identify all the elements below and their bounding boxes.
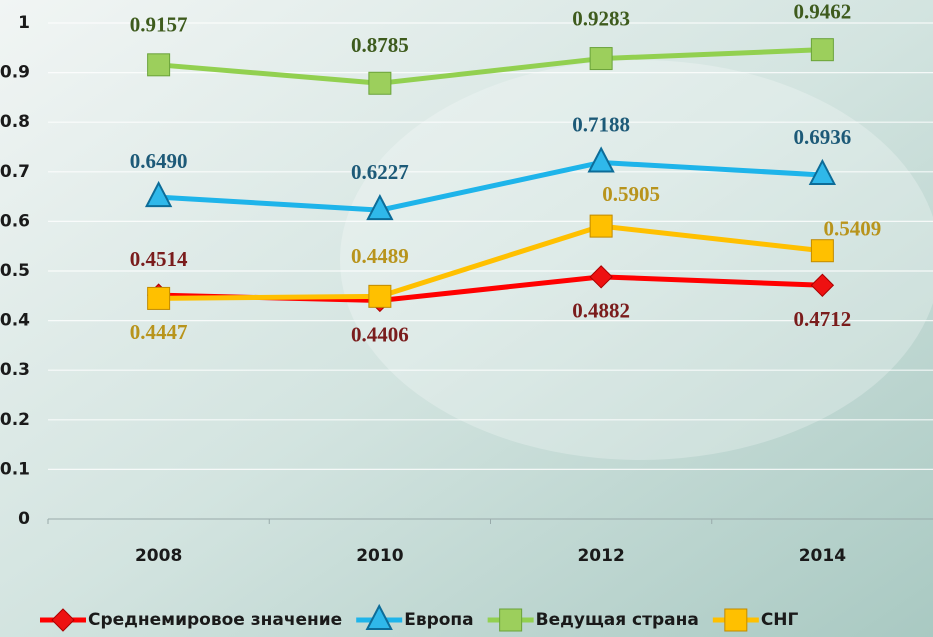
marker xyxy=(589,47,613,71)
series-line xyxy=(158,47,823,86)
series-line xyxy=(158,159,823,213)
value-label: 0.9283 xyxy=(572,6,630,30)
x-tick-label: 2014 xyxy=(799,546,846,566)
legend-marker xyxy=(724,608,748,632)
value-label: 0.9157 xyxy=(130,13,188,37)
y-tick-label: 0 xyxy=(18,509,30,529)
y-tick-label: 0.5 xyxy=(0,261,30,281)
background-shape xyxy=(340,60,933,460)
x-tick-label: 2012 xyxy=(577,546,624,566)
y-tick-label: 0.9 xyxy=(0,63,30,83)
marker xyxy=(368,71,392,95)
value-label: 0.6490 xyxy=(130,149,188,173)
y-tick-label: 0.6 xyxy=(0,211,30,231)
value-label: 0.4712 xyxy=(794,307,852,331)
y-tick-label: 0.7 xyxy=(0,162,30,182)
marker xyxy=(810,239,834,263)
x-tick-label: 2010 xyxy=(356,546,403,566)
value-label: 0.4447 xyxy=(130,320,188,344)
y-tick-label: 0.4 xyxy=(0,311,30,331)
x-tick-label: 2008 xyxy=(135,546,182,566)
value-label: 0.9462 xyxy=(794,0,852,23)
marker xyxy=(147,286,171,310)
marker xyxy=(147,53,171,77)
marker xyxy=(589,214,613,238)
y-tick-label: 1 xyxy=(18,13,30,33)
marker xyxy=(587,146,615,173)
value-label: 0.5905 xyxy=(602,182,660,206)
marker xyxy=(144,180,173,208)
y-tick-label: 0.8 xyxy=(0,112,30,132)
legend-label: Европа xyxy=(404,610,473,630)
legend-marker xyxy=(51,608,75,632)
y-tick-label: 0.3 xyxy=(0,360,30,380)
legend-marker xyxy=(499,608,523,632)
marker xyxy=(810,273,835,297)
legend-label: СНГ xyxy=(761,610,799,630)
value-label: 0.4489 xyxy=(351,244,409,268)
y-tick-label: 0.1 xyxy=(0,459,30,479)
marker xyxy=(808,158,837,185)
legend-marker xyxy=(365,603,393,630)
value-label: 0.4514 xyxy=(130,247,188,271)
marker xyxy=(368,284,392,308)
value-label: 0.6936 xyxy=(794,125,852,149)
legend-label: Ведущая страна xyxy=(536,610,699,630)
value-label: 0.4406 xyxy=(351,322,409,346)
marker xyxy=(366,193,394,221)
value-label: 0.5409 xyxy=(824,217,882,241)
value-label: 0.6227 xyxy=(351,160,409,184)
value-label: 0.4882 xyxy=(572,299,630,323)
value-label: 0.8785 xyxy=(351,33,409,57)
y-tick-label: 0.2 xyxy=(0,410,30,430)
marker xyxy=(810,38,834,62)
value-label: 0.7188 xyxy=(572,112,630,136)
marker xyxy=(589,265,613,289)
legend-label: Среднемировое значение xyxy=(88,610,342,630)
series-line xyxy=(158,223,823,301)
